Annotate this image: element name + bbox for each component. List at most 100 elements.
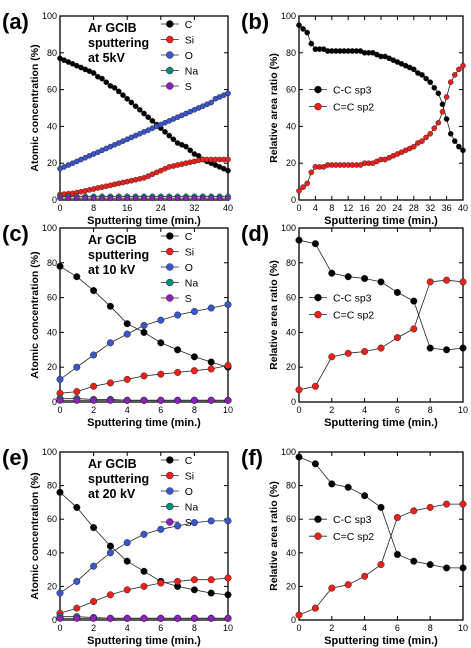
data-point xyxy=(296,187,302,194)
legend-marker-sp3 xyxy=(314,293,322,302)
data-point xyxy=(187,147,193,154)
data-point xyxy=(225,195,231,201)
data-point xyxy=(190,586,198,594)
data-point xyxy=(300,184,306,190)
data-point xyxy=(90,195,97,201)
x-axis-label: Sputtering time (min.) xyxy=(87,417,201,429)
x-tick-label: 6 xyxy=(158,405,163,415)
x-tick-label: 40 xyxy=(458,203,468,213)
y-tick-label: 40 xyxy=(286,121,296,131)
data-point xyxy=(435,119,442,126)
legend-marker-o xyxy=(166,263,174,271)
y-tick-label: 0 xyxy=(52,615,57,625)
data-point xyxy=(456,143,462,150)
y-tick-label: 80 xyxy=(47,258,57,268)
data-point xyxy=(419,138,425,144)
data-point xyxy=(140,614,148,622)
y-tick-label: 20 xyxy=(286,362,296,372)
x-tick-label: 2 xyxy=(329,405,334,415)
legend-label-sp2: C=C sp2 xyxy=(333,310,374,322)
data-point xyxy=(456,66,462,73)
data-point xyxy=(191,195,198,201)
data-point xyxy=(344,349,352,357)
x-tick-label: 4 xyxy=(313,203,318,213)
data-point xyxy=(157,370,165,378)
series-line xyxy=(298,503,463,616)
data-point xyxy=(56,375,64,383)
series-line xyxy=(59,265,229,368)
x-tick-label: 0 xyxy=(57,405,62,415)
annotation-line: sputtering xyxy=(88,36,149,50)
data-point xyxy=(106,339,114,347)
data-point xyxy=(174,311,182,319)
x-tick-label: 2 xyxy=(91,405,96,415)
data-point xyxy=(443,276,451,284)
data-point xyxy=(174,577,182,585)
data-point xyxy=(207,614,215,622)
data-point xyxy=(157,579,165,587)
legend-marker-s xyxy=(166,294,174,302)
legend-label-sp2: C=C sp2 xyxy=(333,102,374,114)
data-point xyxy=(224,591,232,599)
data-point xyxy=(90,562,98,570)
data-point xyxy=(90,524,98,532)
data-point xyxy=(344,483,352,491)
legend: C Si O Na S xyxy=(160,231,198,305)
data-point xyxy=(361,572,369,580)
data-point xyxy=(90,351,98,359)
legend-marker-na xyxy=(166,502,174,511)
data-point xyxy=(431,125,438,131)
legend-label-c: C xyxy=(185,231,193,243)
annotation-line: at 5kV xyxy=(88,51,125,65)
data-point xyxy=(123,396,131,404)
y-tick-label: 40 xyxy=(47,121,57,131)
data-point xyxy=(123,586,131,594)
series-c xyxy=(57,55,231,174)
data-point xyxy=(190,576,198,584)
legend-marker-s xyxy=(166,518,174,526)
data-point xyxy=(56,614,64,622)
x-tick-label: 4 xyxy=(125,405,130,415)
data-point xyxy=(361,275,369,283)
data-point xyxy=(308,169,315,176)
data-point xyxy=(106,379,114,387)
y-tick-label: 60 xyxy=(286,293,296,303)
data-point xyxy=(56,488,64,496)
data-point xyxy=(311,240,319,248)
series-line xyxy=(298,456,463,569)
data-point xyxy=(426,503,434,511)
series-line xyxy=(59,365,229,394)
data-point xyxy=(207,576,215,584)
data-point xyxy=(393,288,401,296)
x-axis-label: Sputtering time (min.) xyxy=(324,417,438,429)
data-point xyxy=(344,273,352,281)
data-point xyxy=(56,396,64,404)
legend-marker-c xyxy=(166,456,174,464)
data-point xyxy=(224,396,232,404)
data-point xyxy=(393,514,401,522)
x-tick-label: 36 xyxy=(442,203,452,213)
y-tick-label: 0 xyxy=(291,615,296,625)
legend-marker-sp2 xyxy=(314,532,322,540)
legend-marker-sp2 xyxy=(314,310,322,319)
y-tick-label: 40 xyxy=(286,548,296,558)
data-point xyxy=(311,604,319,612)
data-point xyxy=(90,382,98,390)
y-tick-label: 100 xyxy=(42,447,57,457)
legend-label-s: S xyxy=(185,517,192,529)
data-point xyxy=(410,66,417,73)
panel-a: 0 8 16 24 32 40 0 20 40 60 80 100 Sputtering time (m… xyxy=(2,9,233,227)
x-tick-label: 40 xyxy=(223,203,233,213)
data-point xyxy=(141,195,147,201)
data-point xyxy=(106,302,114,310)
data-point xyxy=(426,561,434,569)
data-point xyxy=(123,375,131,383)
data-point xyxy=(57,195,63,201)
data-point xyxy=(377,503,385,511)
y-tick-label: 40 xyxy=(286,327,296,337)
x-tick-label: 24 xyxy=(156,203,166,213)
x-tick-label: 6 xyxy=(158,623,163,633)
data-point xyxy=(224,301,232,309)
legend-label-sp3: C-C sp3 xyxy=(333,514,372,526)
